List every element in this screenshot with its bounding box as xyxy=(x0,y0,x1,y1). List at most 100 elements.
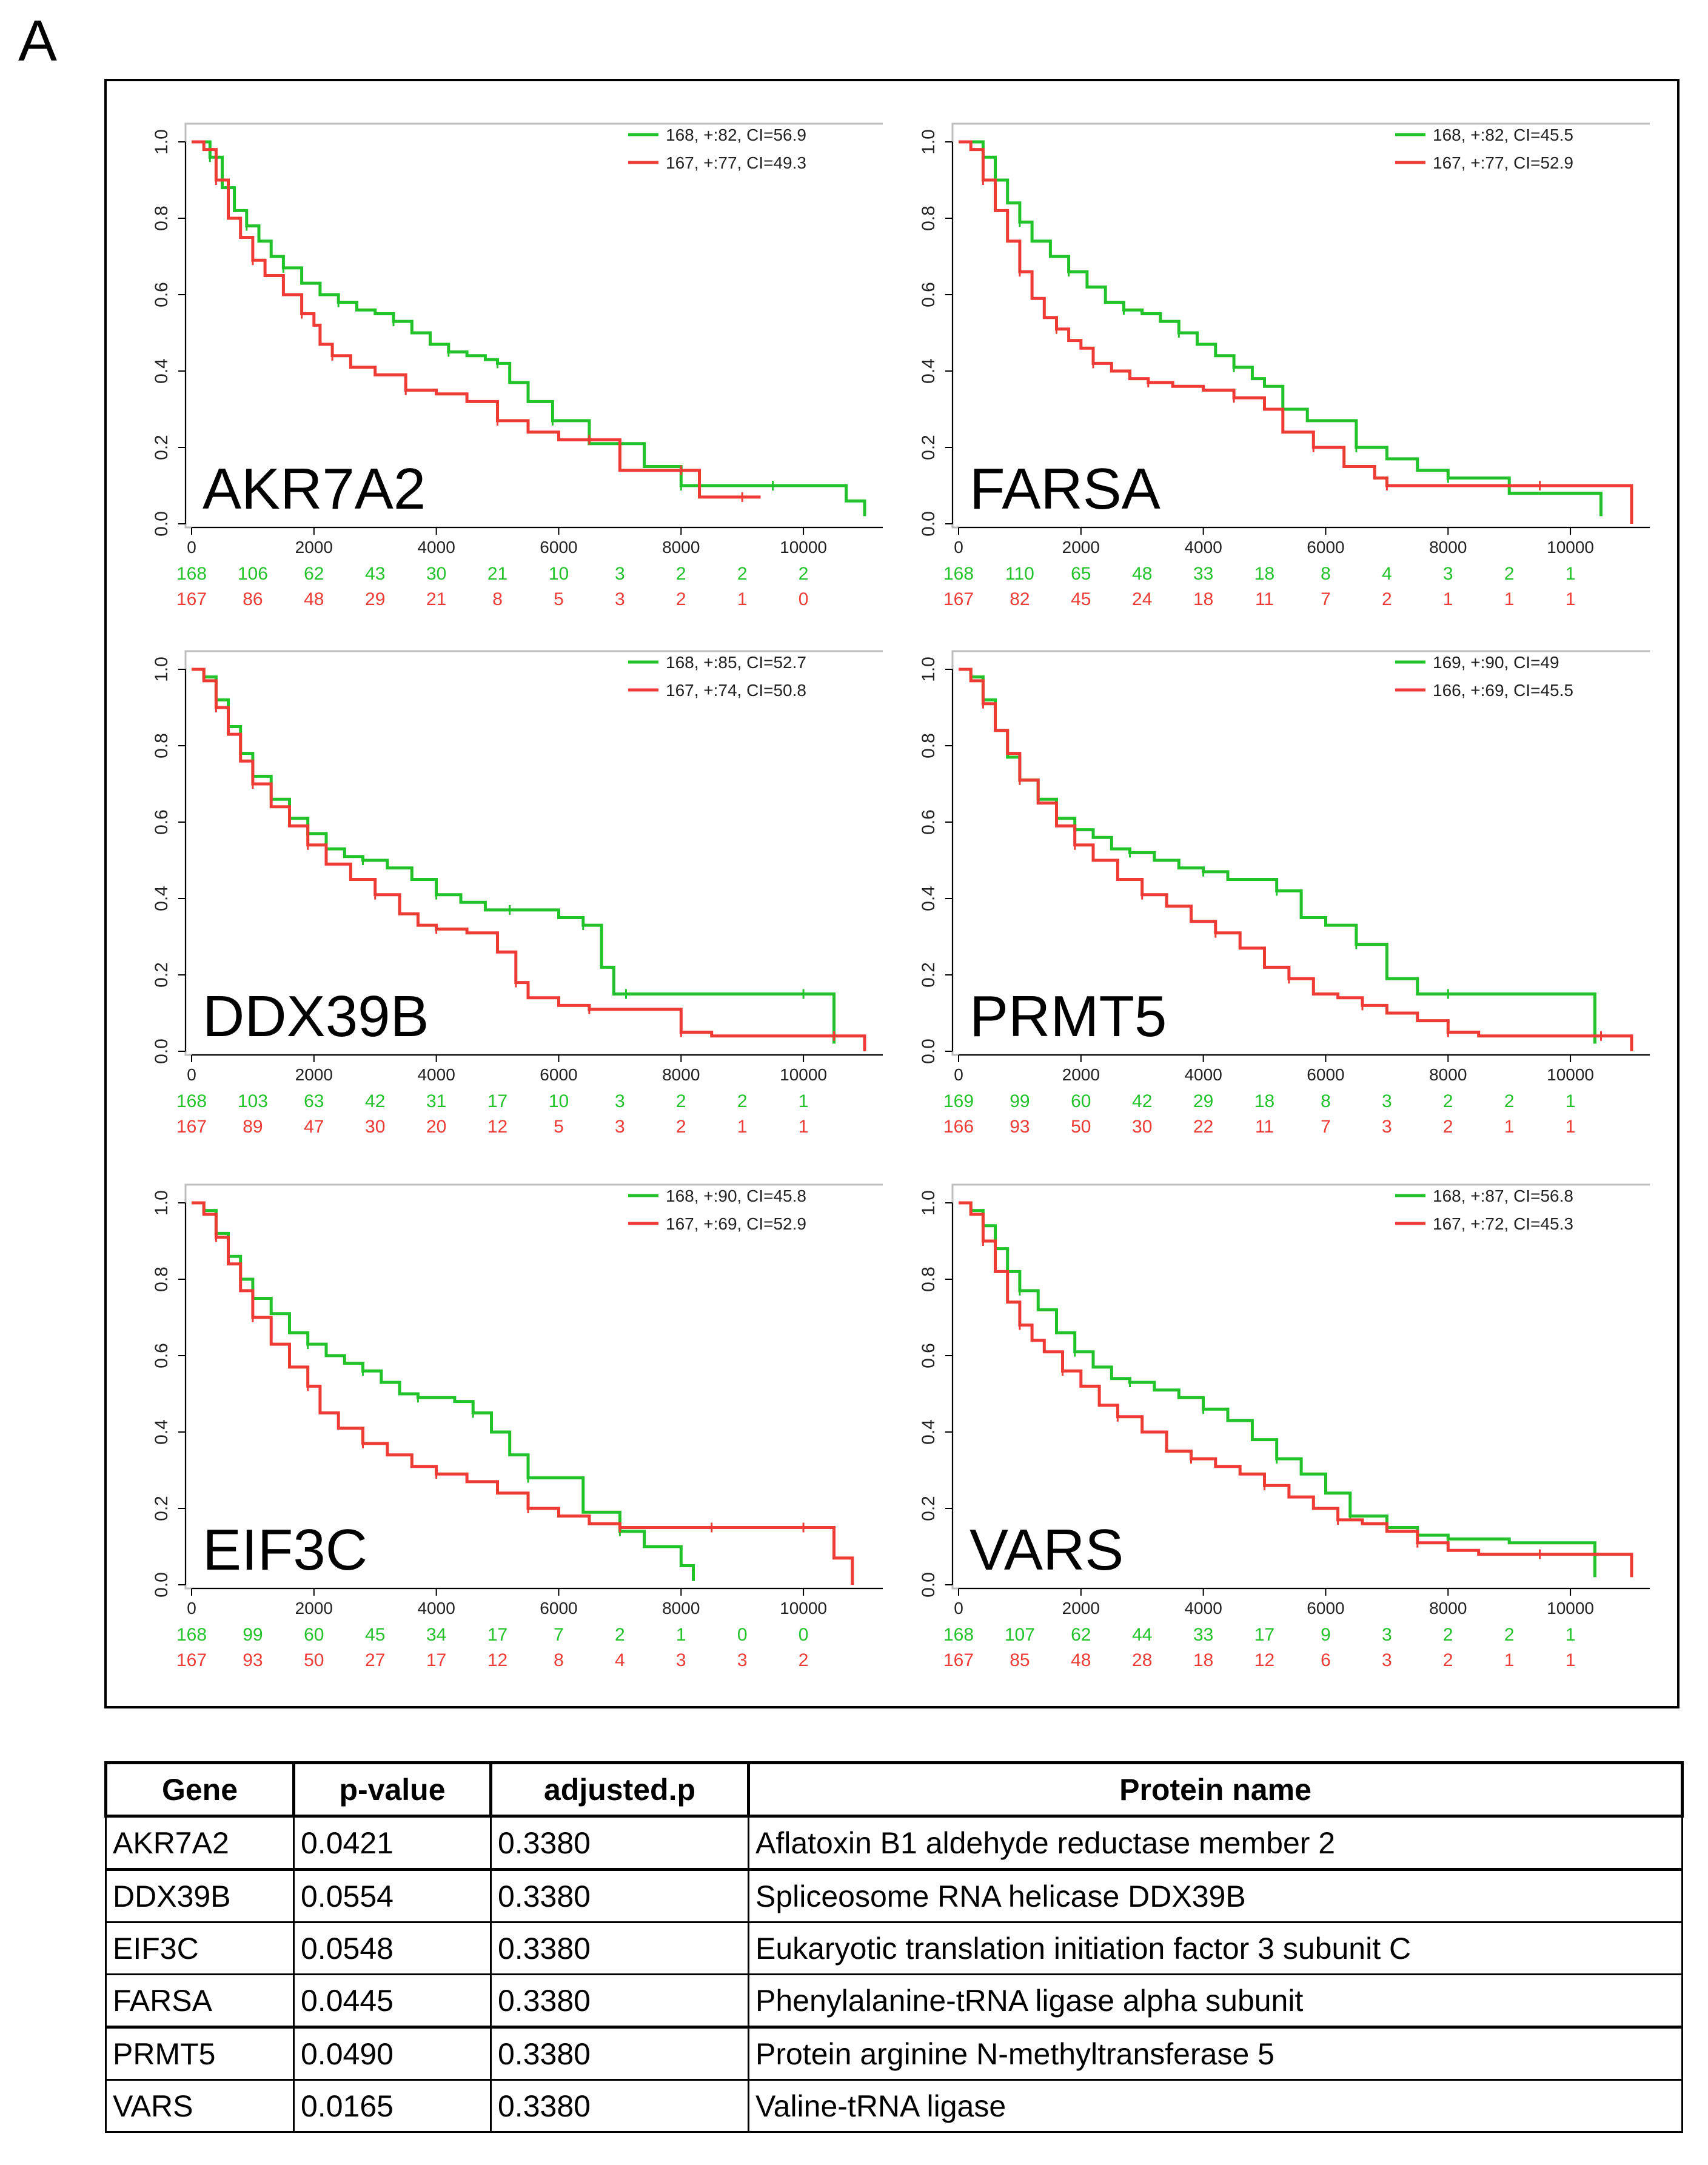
at-risk-high: 2 xyxy=(676,1091,686,1111)
at-risk-low: 1 xyxy=(1504,1650,1515,1670)
survival-curve-high xyxy=(192,1201,695,1581)
at-risk-high: 103 xyxy=(238,1091,268,1111)
y-tick-label: 0.2 xyxy=(919,962,939,988)
at-risk-low: 5 xyxy=(554,1117,564,1137)
at-risk-high: 9 xyxy=(1321,1625,1331,1645)
cell-p-value: 0.0548 xyxy=(293,1921,492,1975)
km-plot-akr7a2: 0.0 0.2 0.4 0.6 0.8 1.0 0 2000 4000 6000 8000 10000… xyxy=(152,122,883,609)
protein-table: Gene p-value adjusted.p Protein name AKR… xyxy=(104,1761,1684,2133)
at-risk-low: 1 xyxy=(1504,1117,1515,1137)
table-row: VARS 0.0165 0.3380 Valine-tRNA ligase xyxy=(105,2079,1683,2133)
at-risk-high: 42 xyxy=(1132,1091,1152,1111)
y-tick-label: 0.2 xyxy=(152,962,172,988)
x-tick-label: 10000 xyxy=(780,1599,827,1618)
at-risk-high: 33 xyxy=(1193,564,1213,584)
at-risk-low: 1 xyxy=(1566,1117,1576,1137)
x-tick-label: 2000 xyxy=(295,538,333,557)
at-risk-high: 65 xyxy=(1071,564,1091,584)
at-risk-high: 3 xyxy=(1443,564,1453,584)
cell-adjusted-p: 0.3380 xyxy=(490,1868,749,1923)
cell-p-value: 0.0421 xyxy=(293,1815,492,1870)
figure-frame: 0.0 0.2 0.4 0.6 0.8 1.0 0 2000 4000 6000 8000 10000… xyxy=(104,79,1680,1708)
x-tick-label: 2000 xyxy=(295,1065,333,1084)
gene-label: PRMT5 xyxy=(970,984,1167,1049)
at-risk-low: 93 xyxy=(1010,1117,1030,1137)
table-row: FARSA 0.0445 0.3380 Phenylalanine-tRNA l… xyxy=(105,1973,1683,2028)
y-tick-label: 0.6 xyxy=(919,282,939,307)
header-gene: Gene xyxy=(104,1761,295,1818)
at-risk-low: 3 xyxy=(615,1117,625,1137)
at-risk-high: 2 xyxy=(1443,1625,1453,1645)
x-tick-label: 0 xyxy=(187,1065,196,1084)
survival-curve-high xyxy=(192,140,866,517)
at-risk-high: 3 xyxy=(1382,1091,1392,1111)
table-row: DDX39B 0.0554 0.3380 Spliceosome RNA hel… xyxy=(105,1868,1683,1923)
y-tick-label: 0.8 xyxy=(152,733,172,758)
at-risk-low: 3 xyxy=(615,589,625,609)
km-plot-vars: 0.0 0.2 0.4 0.6 0.8 1.0 0 2000 4000 6000 8000 10000… xyxy=(919,1183,1650,1670)
survival-curve-low xyxy=(959,1201,1633,1578)
y-tick-label: 0.8 xyxy=(152,206,172,231)
at-risk-low: 85 xyxy=(1010,1650,1030,1670)
survival-curve-high xyxy=(959,1201,1596,1578)
at-risk-low: 1 xyxy=(1566,1650,1576,1670)
at-risk-high: 3 xyxy=(615,564,625,584)
at-risk-high: 33 xyxy=(1193,1625,1213,1645)
y-tick-label: 0.8 xyxy=(919,733,939,758)
at-risk-high: 168 xyxy=(176,1625,207,1645)
at-risk-high: 42 xyxy=(365,1091,385,1111)
at-risk-high: 168 xyxy=(176,564,207,584)
legend-entry: 168, +:85, CI=52.7 xyxy=(666,653,806,672)
header-protein-name: Protein name xyxy=(747,1761,1684,1818)
cell-protein-name: Valine-tRNA ligase xyxy=(748,2079,1683,2133)
x-tick-label: 2000 xyxy=(1062,1065,1100,1084)
at-risk-low: 89 xyxy=(243,1117,263,1137)
at-risk-low: 93 xyxy=(243,1650,263,1670)
y-tick-label: 0.2 xyxy=(152,435,172,460)
at-risk-low: 1 xyxy=(1504,589,1515,609)
at-risk-low: 12 xyxy=(1254,1650,1274,1670)
header-p-value: p-value xyxy=(292,1761,492,1818)
x-tick-label: 8000 xyxy=(662,1065,700,1084)
legend-entry: 166, +:69, CI=45.5 xyxy=(1433,681,1573,700)
at-risk-high: 2 xyxy=(1504,564,1515,584)
at-risk-low: 18 xyxy=(1193,1650,1213,1670)
at-risk-high: 2 xyxy=(799,564,809,584)
at-risk-high: 62 xyxy=(304,564,324,584)
at-risk-low: 1 xyxy=(737,589,748,609)
survival-curve-low xyxy=(192,140,761,499)
at-risk-low: 1 xyxy=(1566,589,1576,609)
y-tick-label: 0.8 xyxy=(152,1267,172,1292)
at-risk-high: 0 xyxy=(799,1625,809,1645)
y-tick-label: 0.6 xyxy=(152,809,172,835)
gene-label: VARS xyxy=(970,1518,1124,1582)
x-tick-label: 10000 xyxy=(1547,538,1594,557)
at-risk-low: 3 xyxy=(676,1650,686,1670)
at-risk-low: 50 xyxy=(304,1650,324,1670)
at-risk-low: 2 xyxy=(1382,589,1392,609)
survival-curve-low xyxy=(192,1201,854,1585)
at-risk-low: 28 xyxy=(1132,1650,1152,1670)
at-risk-high: 3 xyxy=(1382,1625,1392,1645)
at-risk-high: 62 xyxy=(1071,1625,1091,1645)
x-tick-label: 0 xyxy=(954,538,963,557)
at-risk-high: 2 xyxy=(737,1091,748,1111)
x-tick-label: 2000 xyxy=(1062,538,1100,557)
cell-adjusted-p: 0.3380 xyxy=(490,1921,749,1975)
y-tick-label: 1.0 xyxy=(919,1190,939,1216)
at-risk-high: 2 xyxy=(1504,1625,1515,1645)
x-tick-label: 8000 xyxy=(1429,1065,1467,1084)
cell-protein-name: Spliceosome RNA helicase DDX39B xyxy=(748,1868,1683,1923)
gene-label: AKR7A2 xyxy=(203,457,426,521)
at-risk-high: 17 xyxy=(1254,1625,1274,1645)
at-risk-low: 2 xyxy=(676,589,686,609)
x-tick-label: 0 xyxy=(954,1065,963,1084)
at-risk-high: 107 xyxy=(1005,1625,1035,1645)
y-tick-label: 1.0 xyxy=(919,657,939,682)
at-risk-high: 1 xyxy=(799,1091,809,1111)
y-tick-label: 0.4 xyxy=(152,358,172,384)
at-risk-low: 12 xyxy=(487,1650,507,1670)
at-risk-high: 2 xyxy=(1504,1091,1515,1111)
at-risk-low: 167 xyxy=(943,589,974,609)
legend-entry: 167, +:77, CI=52.9 xyxy=(1433,153,1573,172)
